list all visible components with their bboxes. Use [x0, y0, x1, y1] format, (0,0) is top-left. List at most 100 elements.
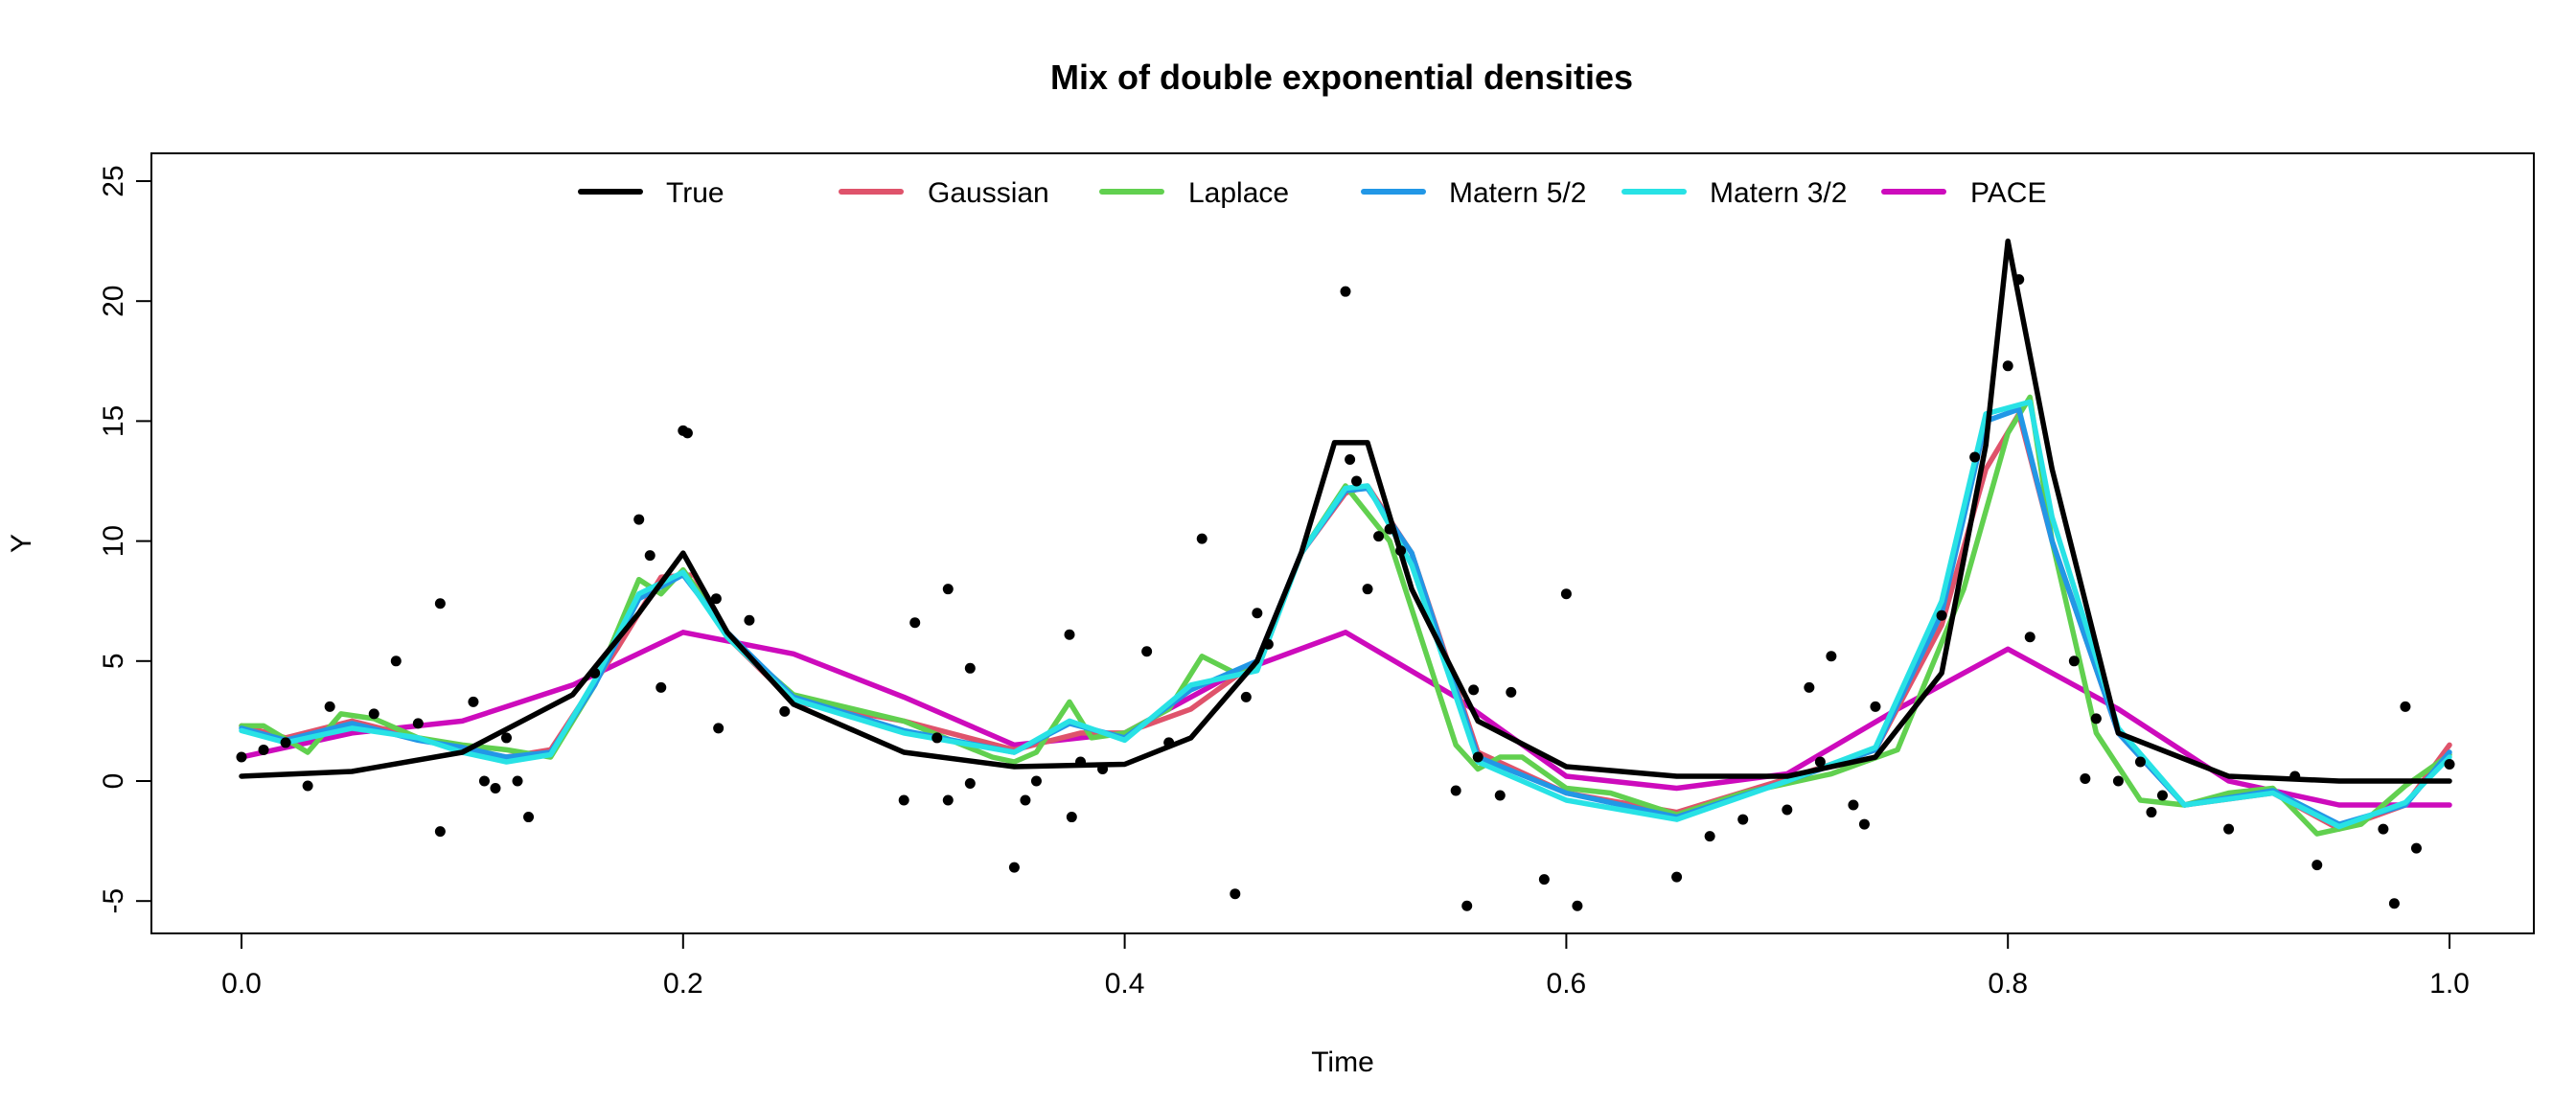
data-point — [1969, 451, 1981, 463]
y-tick-label: 0 — [98, 773, 129, 790]
data-point — [523, 812, 535, 823]
data-point — [1395, 545, 1407, 557]
x-tick-label: 0.8 — [1988, 968, 2028, 1000]
x-tick-label: 0.6 — [1547, 968, 1587, 1000]
data-point — [713, 723, 724, 734]
data-point — [1163, 737, 1175, 748]
data-point — [1572, 900, 1583, 911]
data-point — [1936, 610, 1947, 621]
y-tick-label: 5 — [98, 653, 129, 669]
data-point — [1384, 523, 1395, 535]
legend-label-true: True — [666, 177, 724, 209]
data-point — [1737, 814, 1749, 825]
data-point — [2134, 756, 2146, 768]
y-axis-label: Y — [6, 534, 37, 553]
data-point — [1066, 812, 1077, 823]
data-point — [2378, 823, 2389, 835]
data-point — [412, 718, 424, 729]
data-point — [1472, 751, 1484, 763]
legend-label-pace: PACE — [1970, 177, 2046, 209]
data-point — [644, 550, 656, 562]
data-point — [258, 744, 269, 755]
data-point — [633, 514, 645, 525]
data-point — [1450, 785, 1461, 796]
series-layer — [239, 238, 2452, 837]
data-point — [2223, 823, 2235, 835]
data-point — [512, 775, 523, 787]
data-point — [1064, 629, 1075, 640]
legend-label-laplace: Laplace — [1188, 177, 1289, 209]
data-point — [2090, 713, 2102, 724]
legend-label-matern-5-2: Matern 5/2 — [1449, 177, 1586, 209]
data-point — [2400, 701, 2411, 712]
data-point — [490, 783, 501, 794]
x-tick-label: 0.4 — [1105, 968, 1145, 1000]
data-point — [1097, 763, 1109, 774]
data-point — [468, 696, 479, 707]
y-tick-label: 25 — [98, 165, 129, 196]
data-point — [744, 614, 755, 626]
x-tick-label: 1.0 — [2429, 968, 2470, 1000]
data-point — [779, 705, 791, 717]
data-point — [500, 732, 512, 744]
data-point — [2388, 898, 2400, 909]
data-point — [434, 826, 446, 838]
data-point — [2156, 790, 2168, 801]
data-point — [1362, 584, 1373, 595]
data-point — [1230, 888, 1241, 900]
data-point — [2112, 775, 2124, 787]
data-point — [1351, 475, 1363, 487]
data-point — [681, 427, 693, 439]
x-tick-label: 0.0 — [221, 968, 262, 1000]
data-point — [280, 737, 291, 748]
data-point — [1141, 646, 1153, 657]
data-point — [1538, 874, 1550, 886]
y-tick-label: 15 — [98, 405, 129, 437]
y-tick-label: -5 — [98, 888, 129, 914]
data-point — [368, 708, 380, 720]
data-point — [1782, 804, 1793, 816]
data-point — [1008, 862, 1020, 873]
data-point — [1671, 871, 1683, 883]
series-line-pace — [239, 630, 2452, 808]
data-point — [710, 593, 722, 605]
data-point — [2289, 770, 2301, 782]
data-point — [2410, 842, 2422, 854]
data-point — [2068, 656, 2080, 667]
data-point — [932, 732, 943, 744]
data-point — [1240, 691, 1252, 702]
data-point — [1468, 684, 1480, 696]
data-point — [2312, 860, 2323, 871]
data-point — [2002, 360, 2013, 372]
data-point — [2024, 632, 2036, 643]
data-point — [434, 598, 446, 610]
chart-title: Mix of double exponential densities — [1050, 58, 1633, 97]
data-point — [236, 751, 247, 763]
x-axis: 0.0 0.2 0.4 0.6 0.8 1.0 — [221, 932, 2470, 1000]
data-point — [1826, 651, 1837, 662]
data-point — [942, 794, 954, 806]
legend-label-matern-3-2: Matern 3/2 — [1710, 177, 1847, 209]
data-point — [1461, 900, 1473, 911]
data-point — [964, 778, 976, 790]
data-point — [1340, 286, 1351, 297]
data-point — [2444, 758, 2455, 770]
data-point — [1345, 453, 1356, 465]
data-point — [1848, 799, 1859, 811]
data-point — [909, 617, 921, 629]
data-point — [2146, 807, 2157, 818]
data-point — [1704, 831, 1715, 842]
data-point — [478, 775, 490, 787]
x-tick-label: 0.2 — [663, 968, 703, 1000]
legend-label-gaussian: Gaussian — [928, 177, 1049, 209]
y-tick-label: 20 — [98, 286, 129, 317]
data-point — [2013, 274, 2025, 286]
data-point — [589, 667, 601, 678]
x-axis-label: Time — [1311, 1046, 1374, 1078]
data-point — [1870, 701, 1881, 712]
data-point — [1075, 756, 1087, 768]
data-point — [390, 656, 402, 667]
data-point — [1814, 756, 1826, 768]
data-point — [302, 780, 313, 792]
